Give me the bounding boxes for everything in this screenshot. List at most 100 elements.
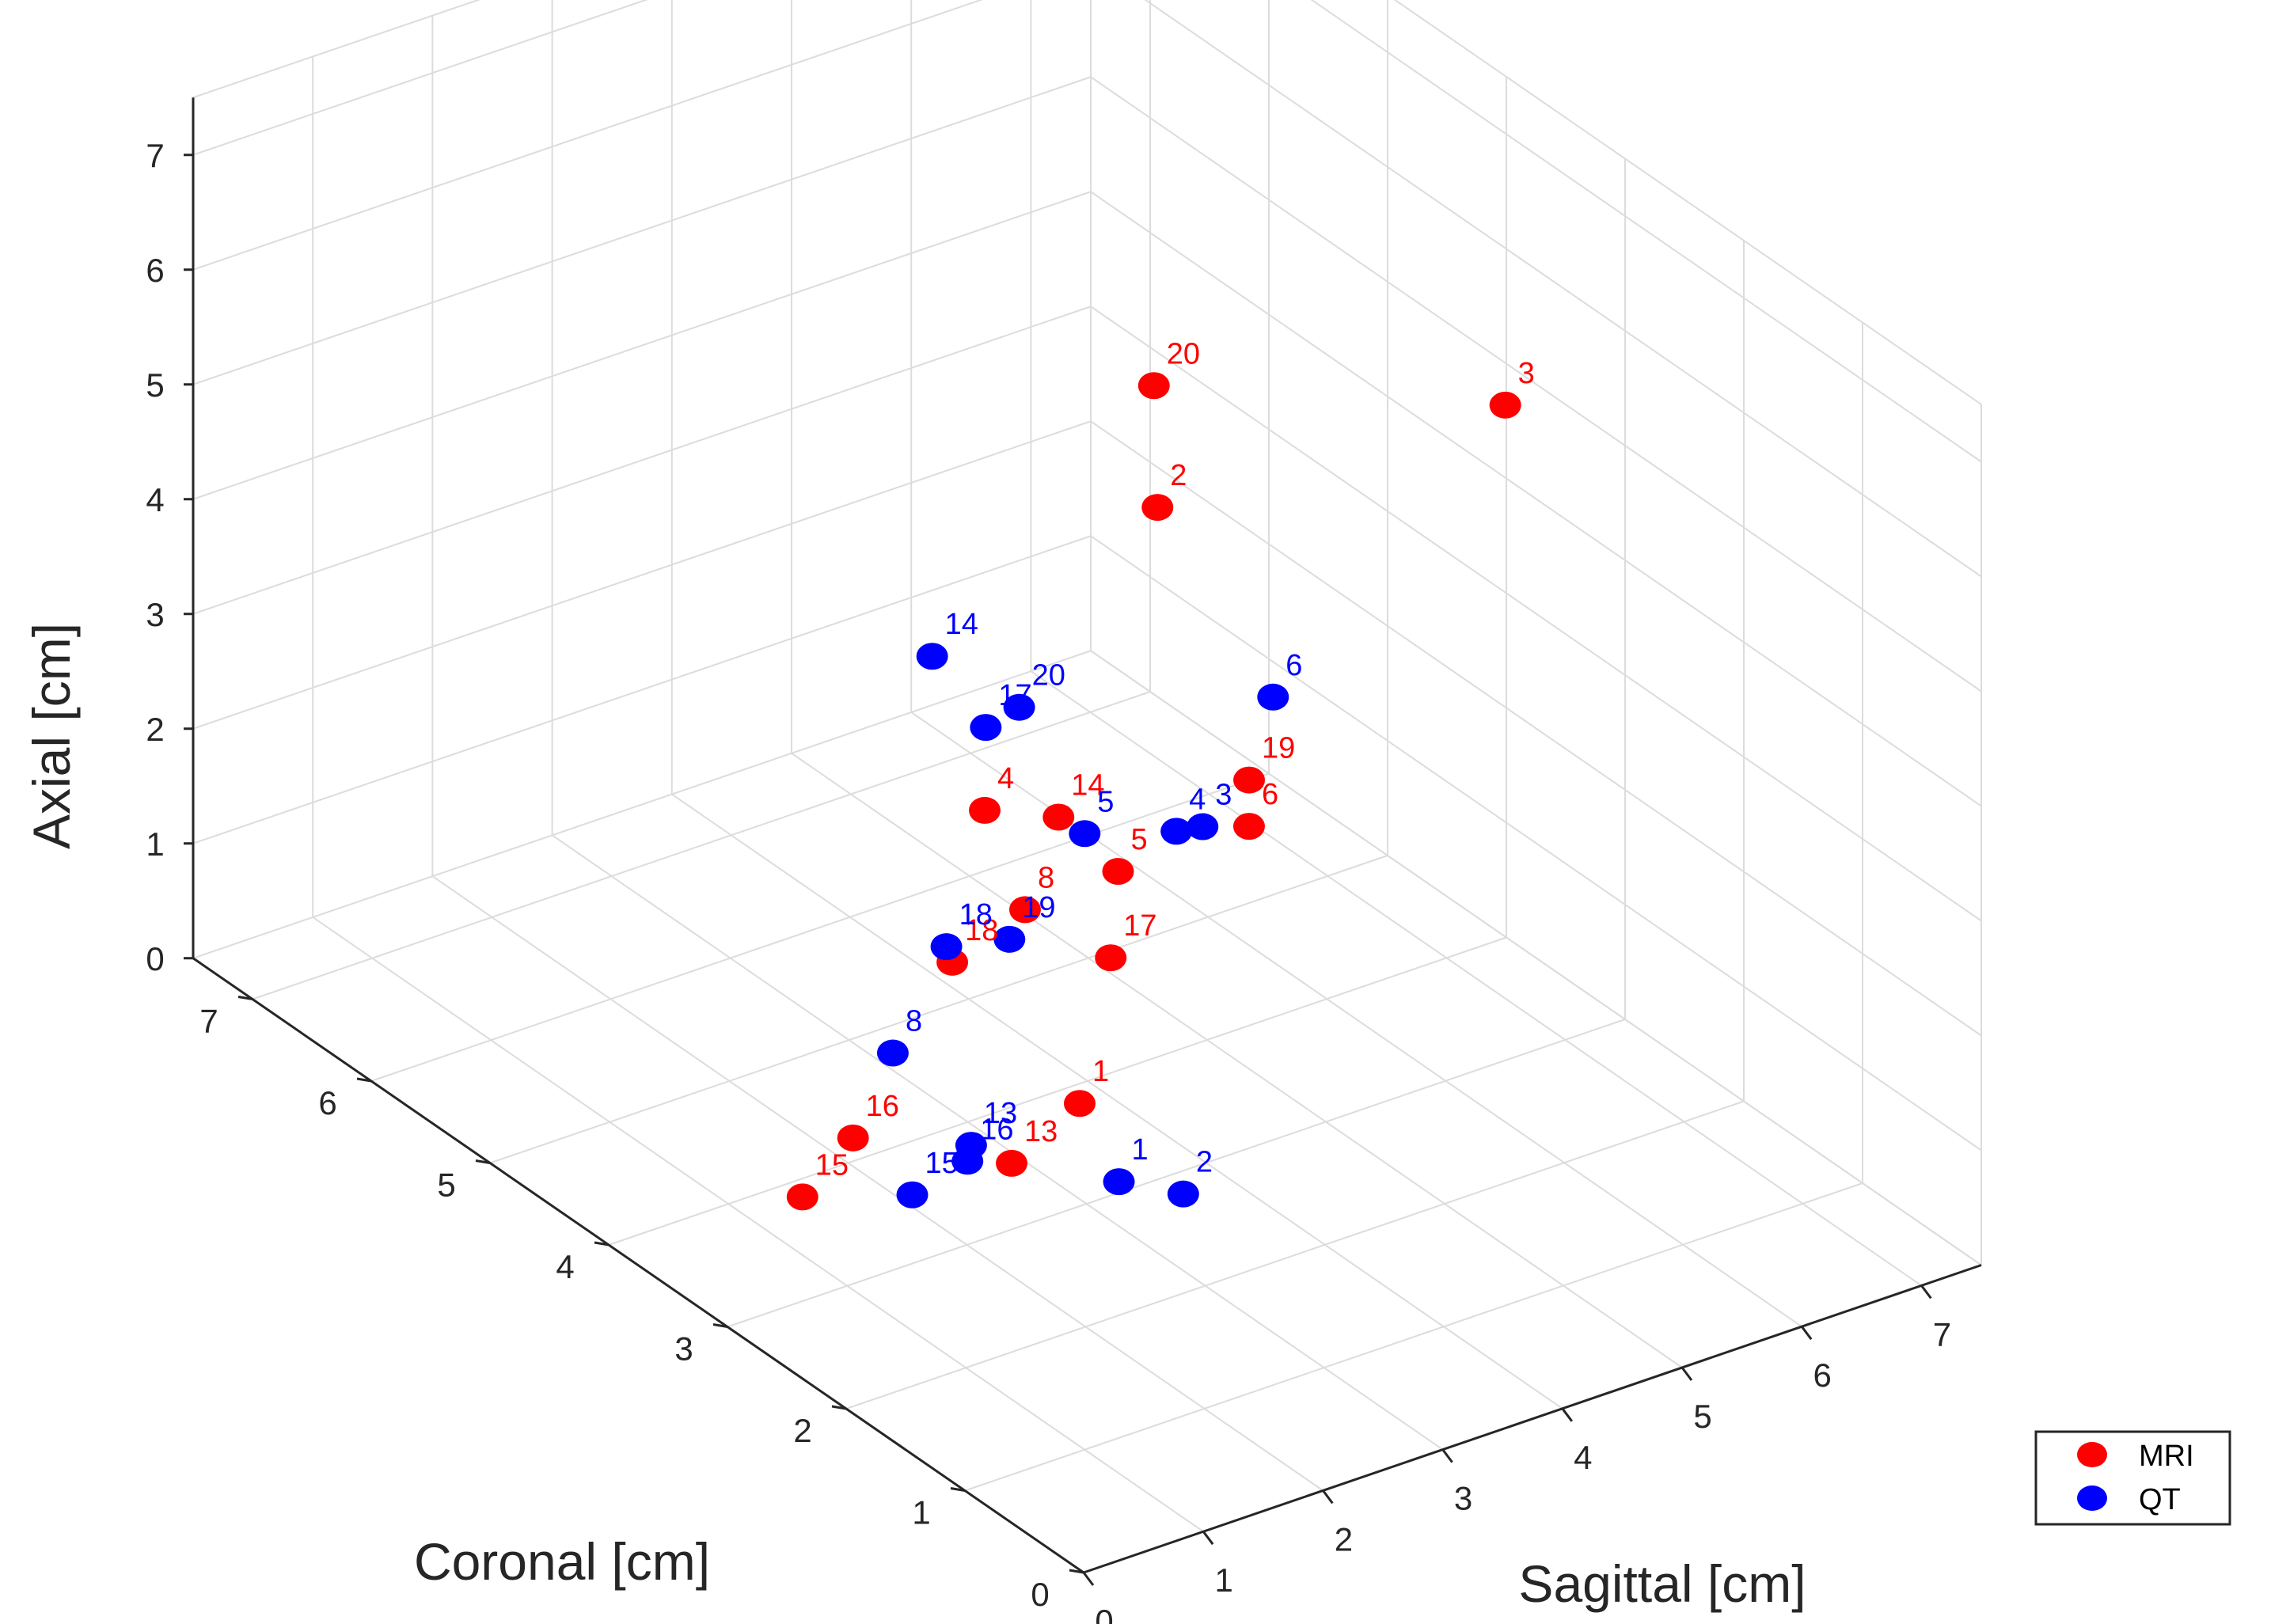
grid-floor-sagittal	[312, 916, 1204, 1533]
mri-point-label-15: 15	[815, 1148, 849, 1182]
grid-floor-sagittal	[1030, 670, 1922, 1287]
qt-point-label-4: 4	[1189, 783, 1206, 816]
coronal-tick-label: 6	[318, 1084, 336, 1121]
sagittal-tick-label: 1	[1215, 1561, 1233, 1599]
coronal-tick-label: 1	[912, 1494, 930, 1531]
qt-point-5	[1069, 820, 1101, 848]
grid-side-axial	[1090, 305, 1982, 922]
qt-point-15	[896, 1181, 929, 1209]
mri-point-label-20: 20	[1167, 337, 1200, 370]
mri-point-15	[786, 1183, 818, 1211]
sagittal-tick-label: 2	[1335, 1520, 1353, 1558]
sagittal-tick-mark	[1680, 1367, 1693, 1381]
qt-point-19	[993, 925, 1026, 953]
mri-point-2	[1141, 494, 1174, 522]
mri-point-8	[1008, 896, 1041, 924]
coronal-tick-label: 0	[1031, 1576, 1049, 1613]
mri-point-17	[1095, 944, 1127, 972]
grid-side-axial	[1090, 76, 1982, 692]
coronal-tick-label: 7	[199, 1003, 218, 1040]
mri-point-label-5: 5	[1130, 823, 1147, 856]
qt-point-6	[1257, 683, 1289, 711]
box-edge	[1090, 650, 1982, 1266]
sagittal-tick-mark	[1561, 1407, 1574, 1422]
grid-back-axial	[192, 420, 1092, 730]
qt-point-1	[1103, 1168, 1135, 1196]
mri-point-label-3: 3	[1518, 357, 1535, 390]
sagittal-tick-mark	[1202, 1531, 1214, 1546]
axial-tick-label: 5	[146, 366, 164, 404]
sagittal-tick-label: 7	[1933, 1315, 1951, 1353]
grid-floor-sagittal	[791, 752, 1683, 1368]
mri-point-label-16: 16	[866, 1090, 899, 1123]
sagittal-axis-title: Sagittal [cm]	[1518, 1554, 1806, 1613]
qt-point-18	[930, 933, 963, 961]
qt-point-8	[876, 1039, 909, 1067]
grid-floor-coronal	[370, 772, 1270, 1082]
sagittal-tick-mark	[1800, 1326, 1813, 1341]
qt-point-label-2: 2	[1196, 1146, 1213, 1179]
grid-floor-coronal	[252, 691, 1151, 1000]
sagittal-tick-mark	[1322, 1489, 1334, 1504]
grid-floor-coronal	[608, 936, 1507, 1246]
mri-point-label-14: 14	[1071, 768, 1104, 802]
sagittal-tick-label: 0	[1095, 1603, 1113, 1624]
coronal-tick-mark	[831, 1405, 847, 1410]
qt-point-3	[1187, 813, 1219, 840]
qt-point-label-16: 16	[980, 1113, 1013, 1146]
mri-point-label-4: 4	[997, 762, 1014, 795]
sagittal-tick-mark	[1082, 1572, 1095, 1586]
box-edge	[192, 0, 480, 99]
sagittal-tick-label: 4	[1574, 1439, 1592, 1476]
qt-point-label-8: 8	[906, 1005, 922, 1038]
legend-mri-label: MRI	[2139, 1440, 2194, 1473]
legend-qt-label: QT	[2139, 1483, 2181, 1516]
mri-point-5	[1102, 858, 1134, 886]
axes	[184, 97, 1982, 1586]
mri-point-14	[1042, 803, 1075, 831]
qt-point-16	[951, 1148, 984, 1175]
axial-tick-label: 2	[146, 711, 164, 748]
coronal-axis-line	[192, 957, 1084, 1574]
grid-back-axial	[192, 305, 1092, 615]
mri-point-label-6: 6	[1262, 778, 1278, 811]
legend-mri-marker	[2077, 1442, 2107, 1467]
grid-floor-coronal	[964, 1182, 1863, 1492]
coronal-tick-mark	[356, 1077, 372, 1083]
grid-side-axial	[1090, 535, 1982, 1152]
qt-point-label-13: 13	[984, 1097, 1017, 1130]
mri-point-16	[837, 1124, 869, 1152]
mri-point-13	[995, 1149, 1027, 1177]
coronal-tick-mark	[237, 996, 253, 1000]
coronal-tick-label: 4	[556, 1248, 574, 1285]
grid-floor-sagittal	[552, 834, 1444, 1451]
legend-qt-marker	[2077, 1486, 2107, 1511]
mri-point-1	[1063, 1090, 1096, 1117]
coronal-tick-label: 5	[437, 1167, 455, 1204]
qt-point-label-18: 18	[959, 898, 993, 932]
data-points	[786, 372, 1521, 1211]
legend: MRI QT	[2034, 1430, 2231, 1526]
mri-point-6	[1232, 813, 1265, 840]
axial-tick-label: 3	[146, 596, 164, 633]
qt-point-2	[1167, 1180, 1199, 1208]
sagittal-axis-line	[1083, 1264, 1982, 1574]
sagittal-tick-label: 6	[1813, 1356, 1832, 1394]
grid-back-axial	[192, 650, 1092, 959]
axial-tick-label: 7	[146, 137, 164, 174]
qt-point-14	[916, 643, 948, 670]
grid-back-axial	[192, 0, 983, 271]
grid-side-axial	[1090, 191, 1982, 807]
axial-tick-label: 6	[146, 252, 164, 289]
grid-back-axial	[192, 535, 1092, 844]
coronal-tick-label: 3	[674, 1330, 693, 1368]
qt-point-label-15: 15	[925, 1147, 959, 1180]
qt-point-label-14: 14	[945, 608, 978, 641]
mri-point-label-8: 8	[1038, 861, 1054, 894]
grid-back-axial	[192, 191, 1092, 500]
grid-floor-coronal	[845, 1100, 1745, 1410]
sagittal-tick-label: 5	[1693, 1398, 1711, 1435]
qt-point-label-5: 5	[1097, 785, 1114, 818]
mri-point-label-19: 19	[1262, 732, 1295, 765]
